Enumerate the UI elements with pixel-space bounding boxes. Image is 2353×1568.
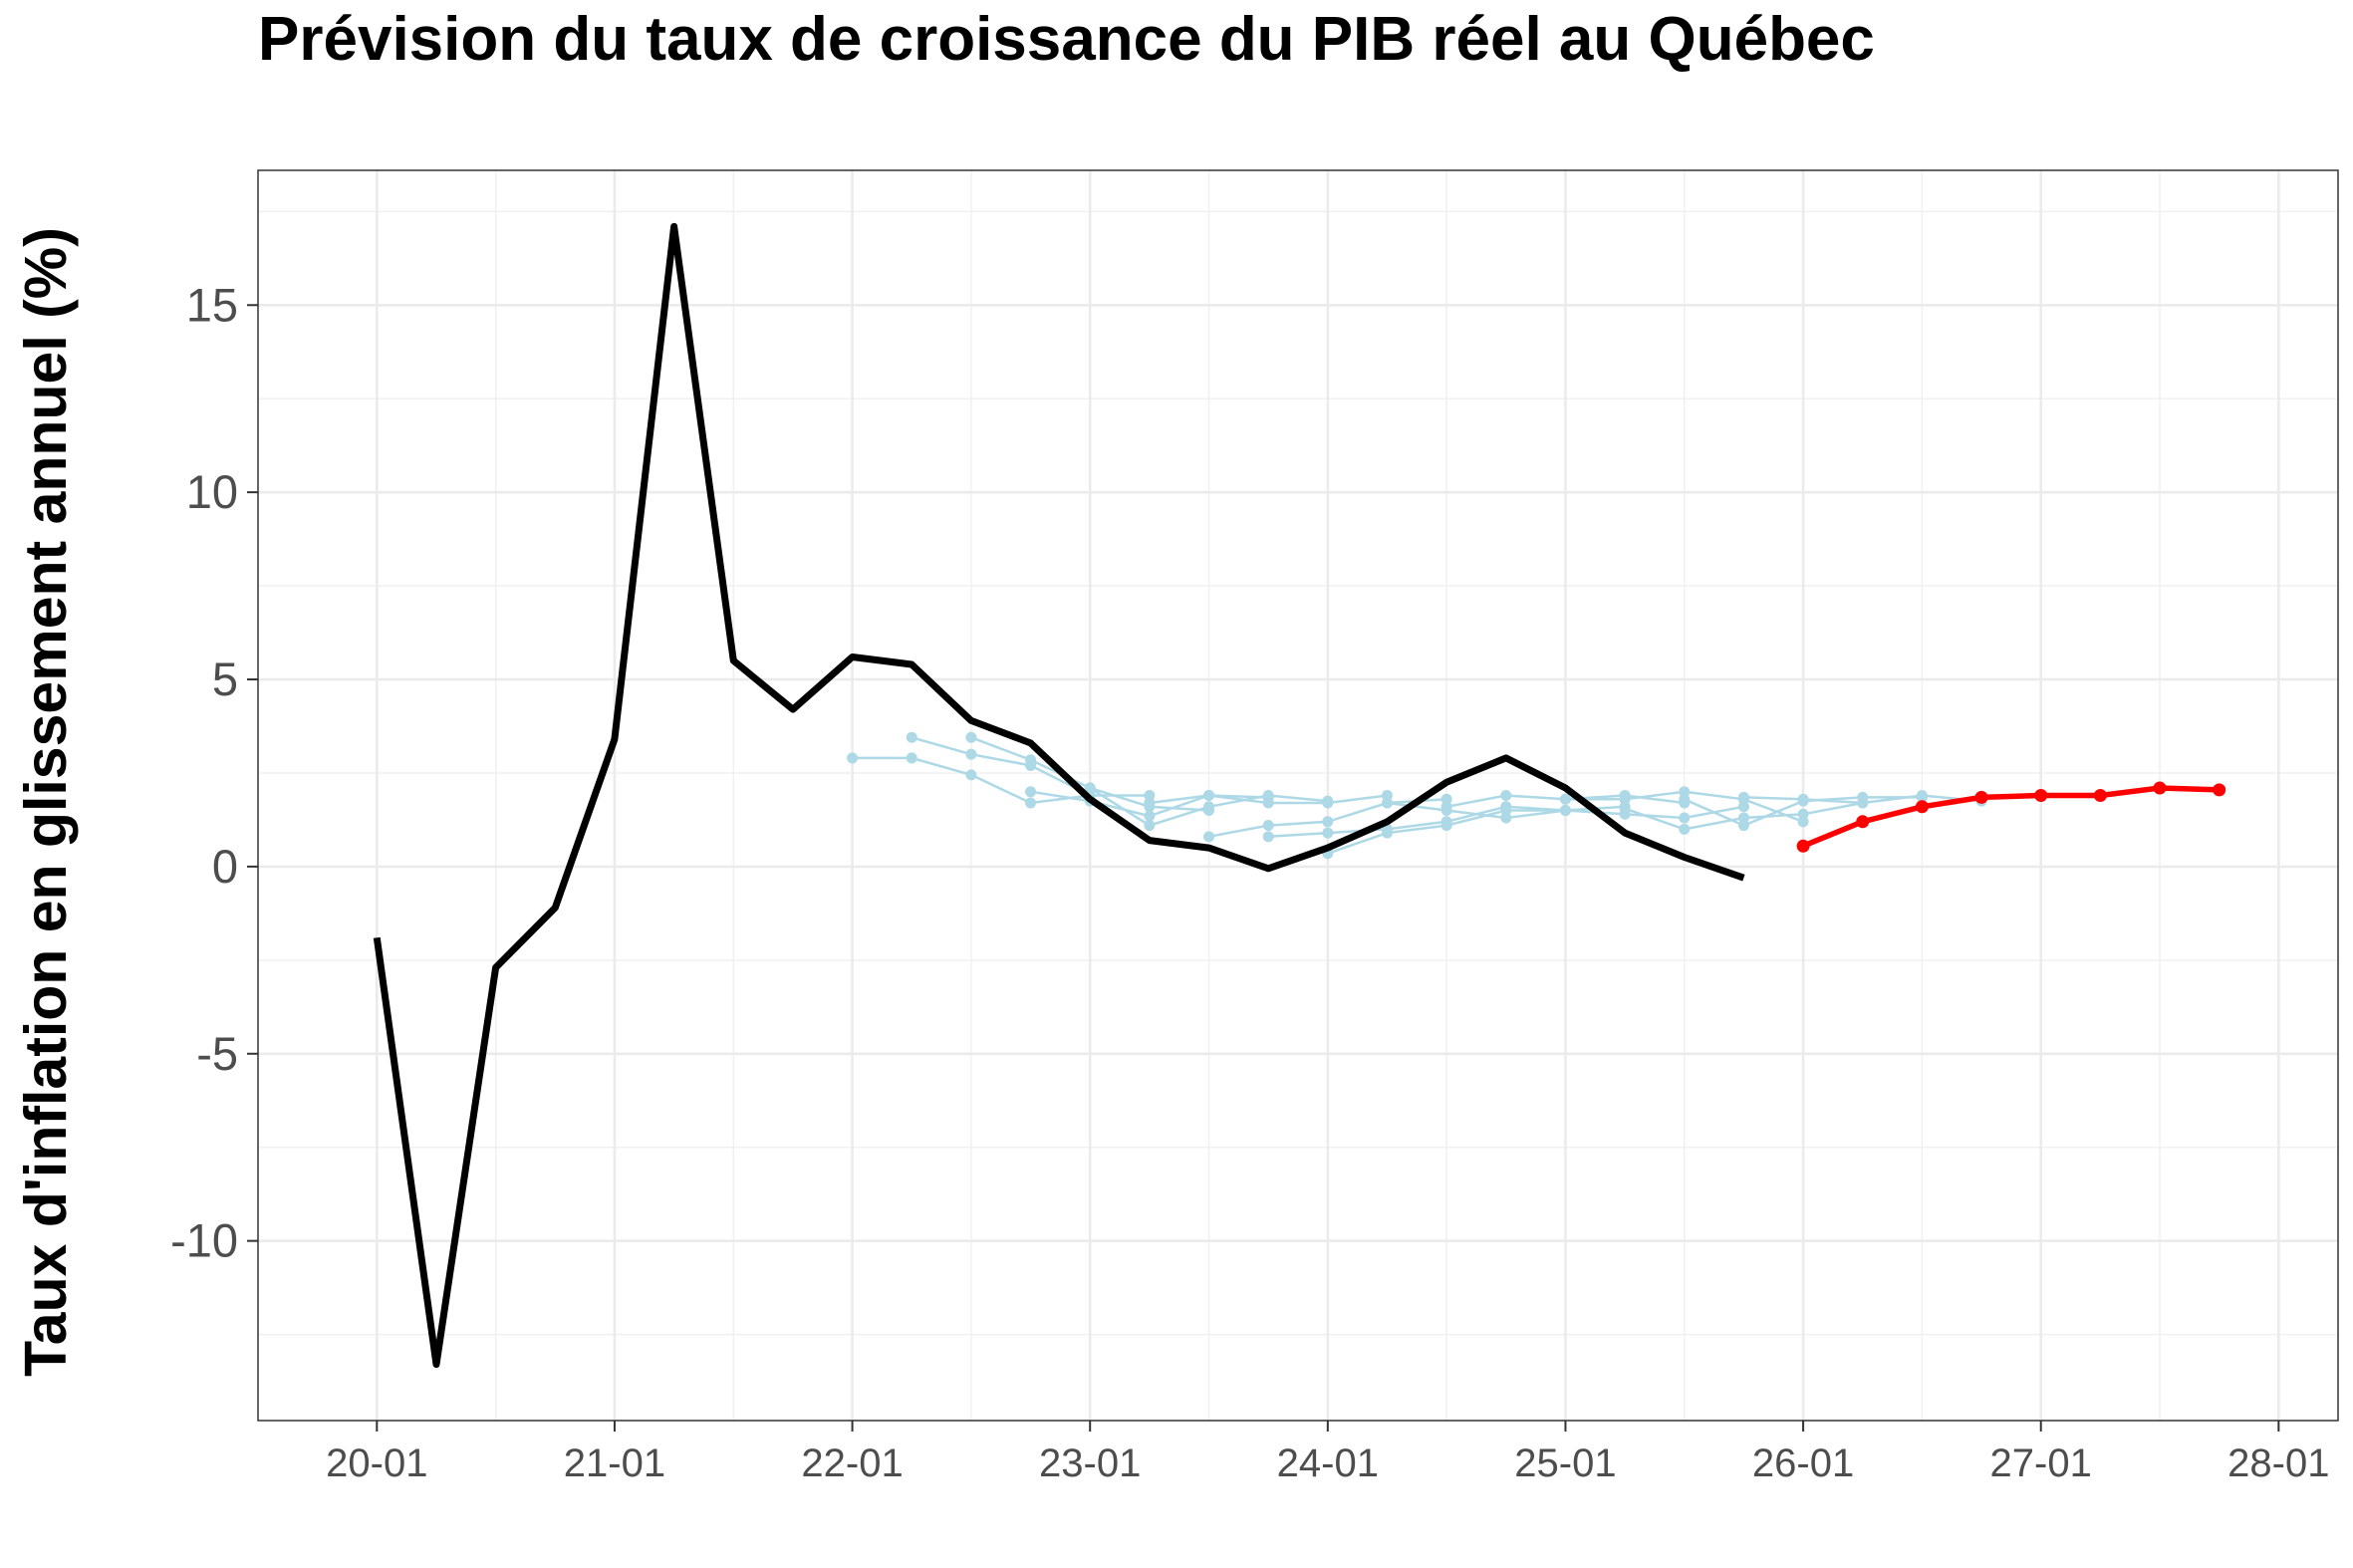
past-forecast-point bbox=[965, 731, 977, 743]
x-tick-label: 21-01 bbox=[564, 1441, 665, 1485]
past-forecast-point bbox=[906, 752, 917, 764]
x-tick-label: 23-01 bbox=[1039, 1441, 1141, 1485]
y-axis: 15 10 5 0 -5 -10 bbox=[170, 278, 258, 1267]
y-tick-label: 0 bbox=[212, 840, 238, 893]
past-forecast-point bbox=[1262, 820, 1274, 832]
past-forecast-point bbox=[1679, 786, 1691, 798]
past-forecast-point bbox=[1322, 797, 1334, 809]
past-forecast-point bbox=[1144, 810, 1156, 822]
forecast-point bbox=[1796, 839, 1810, 853]
past-forecast-point bbox=[1916, 790, 1928, 801]
past-forecast-point bbox=[1559, 805, 1571, 817]
past-forecast-point bbox=[965, 769, 977, 781]
x-tick-label: 26-01 bbox=[1752, 1441, 1854, 1485]
past-forecast-point bbox=[1440, 801, 1452, 813]
past-forecast-point bbox=[1737, 820, 1749, 832]
past-forecast-point bbox=[1619, 793, 1631, 805]
x-axis: 20-01 21-01 22-01 23-01 24-01 25-01 26-01 27-01… bbox=[326, 1421, 2329, 1485]
plot-panel-border bbox=[257, 169, 2339, 1422]
actual-line bbox=[373, 222, 1745, 1369]
chart-title: Prévision du taux de croissance du PIB r… bbox=[258, 5, 1875, 74]
past-forecast-point bbox=[1381, 797, 1393, 809]
forecast-point bbox=[2093, 789, 2107, 802]
forecast-line bbox=[1802, 785, 2220, 849]
past-forecast-point bbox=[1500, 801, 1512, 813]
past-forecast-point bbox=[1262, 831, 1274, 843]
past-forecast-point bbox=[1144, 820, 1156, 832]
past-forecast-point bbox=[1500, 812, 1512, 824]
forecast-point bbox=[1856, 815, 1870, 829]
x-tick-label: 24-01 bbox=[1277, 1441, 1379, 1485]
x-tick-label: 28-01 bbox=[2227, 1441, 2329, 1485]
past-forecast-point bbox=[906, 731, 917, 743]
y-tick-label: 5 bbox=[212, 653, 238, 705]
past-forecast-point bbox=[1381, 827, 1393, 839]
past-forecast-point bbox=[1797, 816, 1809, 828]
past-forecast-point bbox=[1025, 786, 1037, 798]
x-tick-label: 27-01 bbox=[1990, 1441, 2092, 1485]
past-forecast-point bbox=[1203, 831, 1215, 843]
past-forecast-point bbox=[1025, 797, 1037, 809]
past-forecast-point bbox=[1440, 793, 1452, 805]
forecast-point bbox=[2034, 789, 2048, 802]
y-tick-label: -10 bbox=[170, 1214, 238, 1267]
past-forecast-point bbox=[1737, 791, 1749, 803]
y-tick-label: 15 bbox=[186, 278, 238, 331]
past-forecast-point bbox=[1203, 790, 1215, 801]
past-forecast-point bbox=[1322, 816, 1334, 828]
past-forecast-point bbox=[1797, 793, 1809, 805]
forecast-series bbox=[1796, 781, 2226, 853]
past-forecast-point bbox=[1737, 801, 1749, 813]
past-forecast-point bbox=[1025, 754, 1037, 766]
past-forecast-point bbox=[1797, 808, 1809, 820]
past-forecast-point bbox=[1500, 790, 1512, 801]
grid-major bbox=[258, 170, 2338, 1421]
forecast-point bbox=[1915, 800, 1929, 814]
past-forecast-point bbox=[1440, 820, 1452, 832]
past-forecast-point bbox=[965, 748, 977, 760]
y-tick-label: 10 bbox=[186, 465, 238, 518]
y-tick-label: -5 bbox=[196, 1027, 238, 1080]
past-forecast-point bbox=[1679, 793, 1691, 805]
y-axis-label: Taux d'inflation en glissement annuel (%… bbox=[13, 227, 79, 1377]
past-forecast-point bbox=[1857, 797, 1869, 809]
x-tick-label: 22-01 bbox=[801, 1441, 903, 1485]
past-forecast-point bbox=[1322, 827, 1334, 839]
past-forecast-point bbox=[1559, 793, 1571, 805]
past-forecast-point bbox=[1262, 797, 1274, 809]
past-forecast-point bbox=[1084, 782, 1096, 794]
forecast-point bbox=[2153, 781, 2167, 795]
past-forecast-point bbox=[1144, 797, 1156, 809]
x-tick-label: 20-01 bbox=[326, 1441, 427, 1485]
x-tick-label: 25-01 bbox=[1514, 1441, 1616, 1485]
actual-series bbox=[373, 222, 1745, 1369]
past-forecast-point bbox=[1737, 812, 1749, 824]
past-forecast-point bbox=[1144, 790, 1156, 801]
past-forecast-point bbox=[1679, 812, 1691, 824]
forecast-point bbox=[2213, 783, 2226, 797]
past-forecast-point bbox=[847, 752, 859, 764]
past-forecast-point bbox=[1619, 803, 1631, 815]
forecast-point bbox=[1974, 790, 1988, 804]
past-forecast-point bbox=[1381, 790, 1393, 801]
past-forecast-point bbox=[1262, 790, 1274, 801]
past-forecast-point bbox=[1203, 801, 1215, 813]
past-forecast-point bbox=[1679, 823, 1691, 835]
